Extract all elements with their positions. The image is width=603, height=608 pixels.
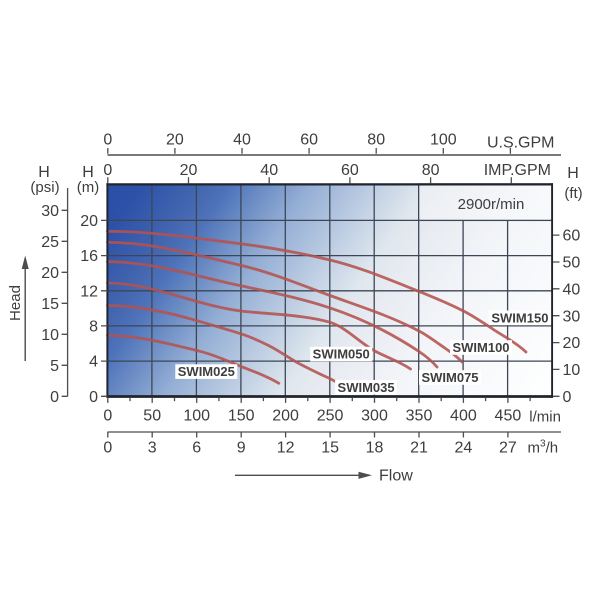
svg-text:80: 80 — [422, 162, 440, 179]
svg-text:Head: Head — [7, 285, 24, 321]
svg-text:60: 60 — [563, 228, 581, 245]
svg-text:40: 40 — [563, 281, 581, 298]
svg-text:20: 20 — [80, 213, 98, 230]
svg-text:16: 16 — [80, 248, 98, 265]
svg-text:3: 3 — [148, 440, 157, 457]
svg-text:H: H — [38, 164, 50, 181]
svg-text:0: 0 — [103, 440, 112, 457]
svg-text:40: 40 — [260, 162, 278, 179]
svg-text:200: 200 — [272, 408, 299, 425]
svg-text:12: 12 — [80, 283, 98, 300]
svg-text:SWIM035: SWIM035 — [338, 380, 395, 395]
svg-text:60: 60 — [300, 132, 318, 149]
svg-text:2900r/min: 2900r/min — [458, 196, 525, 213]
svg-text:15: 15 — [321, 440, 339, 457]
svg-text:300: 300 — [361, 408, 388, 425]
svg-text:SWIM150: SWIM150 — [491, 310, 548, 325]
svg-text:450: 450 — [495, 408, 522, 425]
svg-text:4: 4 — [89, 354, 98, 371]
svg-text:18: 18 — [366, 440, 384, 457]
svg-text:60: 60 — [341, 162, 359, 179]
svg-text:U.S.GPM: U.S.GPM — [487, 135, 555, 152]
svg-text:30: 30 — [563, 308, 581, 325]
svg-text:150: 150 — [228, 408, 255, 425]
svg-text:9: 9 — [237, 440, 246, 457]
svg-text:(m): (m) — [77, 179, 100, 196]
svg-text:400: 400 — [450, 408, 477, 425]
svg-text:50: 50 — [563, 255, 581, 272]
svg-text:10: 10 — [41, 327, 59, 344]
svg-text:m3/h: m3/h — [528, 439, 559, 457]
svg-text:H: H — [567, 165, 579, 182]
svg-text:SWIM025: SWIM025 — [178, 364, 235, 379]
svg-text:15: 15 — [41, 296, 59, 313]
svg-text:12: 12 — [277, 440, 295, 457]
svg-text:24: 24 — [455, 440, 473, 457]
svg-text:8: 8 — [89, 319, 98, 336]
svg-text:0: 0 — [89, 389, 98, 406]
svg-text:0: 0 — [50, 389, 59, 406]
svg-text:40: 40 — [233, 132, 251, 149]
svg-text:0: 0 — [103, 408, 112, 425]
svg-text:(ft): (ft) — [564, 185, 582, 202]
svg-text:100: 100 — [430, 132, 457, 149]
svg-text:350: 350 — [406, 408, 433, 425]
svg-text:Flow: Flow — [379, 468, 413, 485]
svg-text:20: 20 — [180, 162, 198, 179]
svg-text:l/min: l/min — [529, 408, 561, 425]
svg-text:100: 100 — [183, 408, 210, 425]
svg-text:IMP.GPM: IMP.GPM — [484, 162, 551, 179]
svg-text:27: 27 — [499, 440, 517, 457]
svg-text:SWIM100: SWIM100 — [452, 340, 509, 355]
svg-text:30: 30 — [41, 203, 59, 220]
svg-text:SWIM050: SWIM050 — [313, 347, 370, 362]
svg-text:250: 250 — [317, 408, 344, 425]
svg-text:0: 0 — [103, 162, 112, 179]
svg-text:10: 10 — [563, 362, 581, 379]
svg-text:25: 25 — [41, 234, 59, 251]
svg-text:0: 0 — [563, 389, 572, 406]
svg-text:SWIM075: SWIM075 — [421, 370, 478, 385]
svg-text:H: H — [82, 164, 94, 181]
svg-text:20: 20 — [563, 335, 581, 352]
svg-text:80: 80 — [367, 132, 385, 149]
svg-text:20: 20 — [41, 265, 59, 282]
svg-text:(psi): (psi) — [30, 179, 59, 196]
svg-text:21: 21 — [410, 440, 428, 457]
svg-text:6: 6 — [192, 440, 201, 457]
svg-text:20: 20 — [166, 132, 184, 149]
svg-text:0: 0 — [103, 132, 112, 149]
svg-text:5: 5 — [50, 358, 59, 375]
svg-text:50: 50 — [143, 408, 161, 425]
